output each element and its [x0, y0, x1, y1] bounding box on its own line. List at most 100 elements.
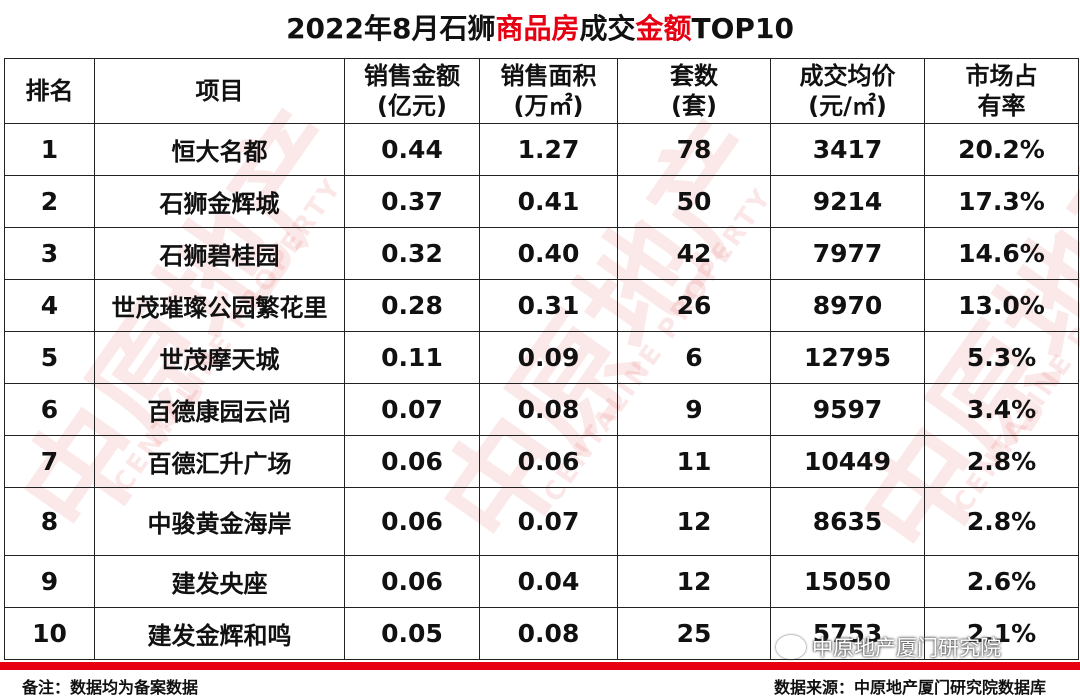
cell-units: 26	[617, 279, 771, 332]
footer-note: 备注：数据均为备案数据	[22, 678, 199, 697]
header-project: 项目	[94, 58, 345, 124]
cell-rank: 2	[4, 175, 95, 228]
cell-share: 3.4%	[924, 383, 1079, 436]
header-amount: 销售金额 (亿元)	[344, 58, 480, 124]
header-area-line2: (万㎡)	[513, 92, 584, 120]
title-highlight-1: 商品房	[495, 12, 580, 45]
cell-share: 2.8%	[924, 435, 1079, 488]
cell-rank: 5	[4, 331, 95, 384]
table-row: 9 建发央座 0.06 0.04 12 15050 2.6%	[4, 555, 1079, 608]
cell-project: 石狮金辉城	[94, 175, 345, 228]
cell-project: 建发金辉和鸣	[94, 607, 345, 660]
cell-price: 9597	[770, 383, 925, 436]
cell-units: 11	[617, 435, 771, 488]
header-price-line2: (元/㎡)	[808, 92, 887, 120]
cell-price: 7977	[770, 227, 925, 280]
table-row: 5 世茂摩天城 0.11 0.09 6 12795 5.3%	[4, 331, 1079, 384]
cell-units: 42	[617, 227, 771, 280]
cell-share: 2.6%	[924, 555, 1079, 608]
cell-area: 0.08	[479, 607, 618, 660]
cell-amount: 0.44	[344, 123, 480, 176]
cell-project: 石狮碧桂园	[94, 227, 345, 280]
cell-units: 78	[617, 123, 771, 176]
header-share-line1: 市场占	[965, 62, 1038, 90]
footer-divider	[0, 662, 1080, 670]
cell-project: 建发央座	[94, 555, 345, 608]
cell-amount: 0.37	[344, 175, 480, 228]
title-mid: 成交	[579, 12, 636, 45]
cell-project: 恒大名都	[94, 123, 345, 176]
cell-area: 0.07	[479, 487, 618, 556]
cell-rank: 7	[4, 435, 95, 488]
cell-amount: 0.07	[344, 383, 480, 436]
cell-rank: 1	[4, 123, 95, 176]
cell-price: 9214	[770, 175, 925, 228]
table-row: 3 石狮碧桂园 0.32 0.40 42 7977 14.6%	[4, 227, 1079, 280]
cell-project: 百德汇升广场	[94, 435, 345, 488]
cell-share: 13.0%	[924, 279, 1079, 332]
header-rank: 排名	[4, 58, 95, 124]
cell-area: 0.04	[479, 555, 618, 608]
wechat-icon	[776, 635, 806, 659]
cell-price: 10449	[770, 435, 925, 488]
cell-share: 2.1%	[924, 607, 1079, 660]
cell-area: 0.31	[479, 279, 618, 332]
cell-units: 6	[617, 331, 771, 384]
header-amount-line2: (亿元)	[377, 92, 447, 120]
cell-units: 12	[617, 487, 771, 556]
wechat-badge: 中原地产厦门研究院	[776, 632, 1001, 662]
header-units-line2: (套)	[671, 92, 717, 120]
cell-share: 20.2%	[924, 123, 1079, 176]
cell-area: 0.08	[479, 383, 618, 436]
cell-share: 14.6%	[924, 227, 1079, 280]
cell-rank: 8	[4, 487, 95, 556]
header-area-line1: 销售面积	[500, 62, 597, 90]
header-price: 成交均价 (元/㎡)	[770, 58, 925, 124]
cell-project: 中骏黄金海岸	[94, 487, 345, 556]
header-units-line1: 套数	[670, 62, 718, 90]
header-share-line2: 有率	[977, 92, 1026, 120]
title-suffix: TOP10	[691, 12, 794, 45]
cell-price: 15050	[770, 555, 925, 608]
cell-rank: 4	[4, 279, 95, 332]
cell-price: 8635	[770, 487, 925, 556]
cell-area: 1.27	[479, 123, 618, 176]
cell-price: 8970	[770, 279, 925, 332]
cell-rank: 6	[4, 383, 95, 436]
cell-rank: 9	[4, 555, 95, 608]
table-row: 7 百德汇升广场 0.06 0.06 11 10449 2.8%	[4, 435, 1079, 488]
cell-amount: 0.28	[344, 279, 480, 332]
cell-area: 0.40	[479, 227, 618, 280]
cell-share: 17.3%	[924, 175, 1079, 228]
ranking-table: 排名 项目 销售金额 (亿元) 销售面积 (万㎡) 套数 (套) 成交均价 (元/㎡) …	[4, 58, 1079, 660]
cell-project: 世茂璀璨公园繁花里	[94, 279, 345, 332]
cell-amount: 0.11	[344, 331, 480, 384]
cell-units: 12	[617, 555, 771, 608]
cell-amount: 0.06	[344, 487, 480, 556]
table-row: 2 石狮金辉城 0.37 0.41 50 9214 17.3%	[4, 175, 1079, 228]
header-units: 套数 (套)	[617, 58, 771, 124]
table-row: 1 恒大名都 0.44 1.27 78 3417 20.2%	[4, 123, 1079, 176]
table-row: 8 中骏黄金海岸 0.06 0.07 12 8635 2.8%	[4, 487, 1079, 556]
table-title: 2022年8月石狮商品房成交金额TOP10	[0, 0, 1080, 58]
cell-amount: 0.06	[344, 435, 480, 488]
cell-amount: 0.06	[344, 555, 480, 608]
footer-source: 数据来源：中原地产厦门研究院数据库	[773, 678, 1046, 697]
title-prefix: 2022年8月石狮	[286, 12, 496, 45]
cell-area: 0.41	[479, 175, 618, 228]
cell-area: 0.09	[479, 331, 618, 384]
title-highlight-2: 金额	[635, 12, 692, 45]
cell-share: 5.3%	[924, 331, 1079, 384]
cell-project: 世茂摩天城	[94, 331, 345, 384]
cell-share: 2.8%	[924, 487, 1079, 556]
cell-area: 0.06	[479, 435, 618, 488]
wechat-badge-text: 中原地产厦门研究院	[812, 636, 1001, 660]
cell-units: 9	[617, 383, 771, 436]
cell-amount: 0.32	[344, 227, 480, 280]
cell-rank: 10	[4, 607, 95, 660]
cell-price: 3417	[770, 123, 925, 176]
table-row: 6 百德康园云尚 0.07 0.08 9 9597 3.4%	[4, 383, 1079, 436]
header-area: 销售面积 (万㎡)	[479, 58, 618, 124]
header-row: 排名 项目 销售金额 (亿元) 销售面积 (万㎡) 套数 (套) 成交均价 (元/㎡) …	[4, 58, 1079, 124]
header-share: 市场占 有率	[924, 58, 1079, 124]
